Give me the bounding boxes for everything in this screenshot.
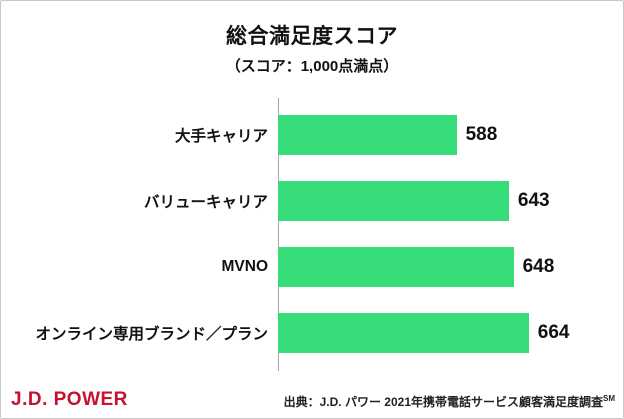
axis-baseline bbox=[278, 98, 279, 371]
chart-subtitle: （スコア：1,000点満点） bbox=[225, 58, 399, 75]
bar-row: バリューキャリア 643 bbox=[1, 168, 623, 234]
value-label: 664 bbox=[537, 322, 570, 343]
jdpower-logo: J.D. POWER bbox=[11, 389, 128, 410]
value-label: 648 bbox=[522, 256, 555, 277]
score-bar bbox=[278, 115, 457, 155]
category-label: MVNO bbox=[221, 258, 269, 275]
bar-chart: 大手キャリア 588 バリューキャリア 643 MVNO 648 オンライン専用… bbox=[1, 98, 623, 371]
source-text-main: 出典：J.D. パワー 2021年携帯電話サービス顧客満足度調査 bbox=[283, 395, 603, 409]
source-superscript: SM bbox=[603, 394, 615, 403]
score-bar bbox=[278, 181, 509, 221]
value-label: 588 bbox=[465, 124, 498, 145]
bar-row: オンライン専用ブランド／プラン 664 bbox=[1, 300, 623, 366]
category-label: バリューキャリア bbox=[143, 194, 268, 211]
category-label: 大手キャリア bbox=[174, 128, 268, 145]
bar-row: 大手キャリア 588 bbox=[1, 102, 623, 168]
bar-row: MVNO 648 bbox=[1, 234, 623, 300]
score-bar bbox=[278, 247, 514, 287]
score-bar bbox=[278, 313, 529, 353]
bar-rows: 大手キャリア 588 バリューキャリア 643 MVNO 648 オンライン専用… bbox=[1, 102, 623, 366]
value-label: 643 bbox=[517, 190, 550, 211]
source-text: 出典：J.D. パワー 2021年携帯電話サービス顧客満足度調査SM bbox=[284, 393, 615, 410]
chart-title: 総合満足度スコア bbox=[226, 25, 398, 48]
category-label: オンライン専用ブランド／プラン bbox=[35, 326, 268, 343]
